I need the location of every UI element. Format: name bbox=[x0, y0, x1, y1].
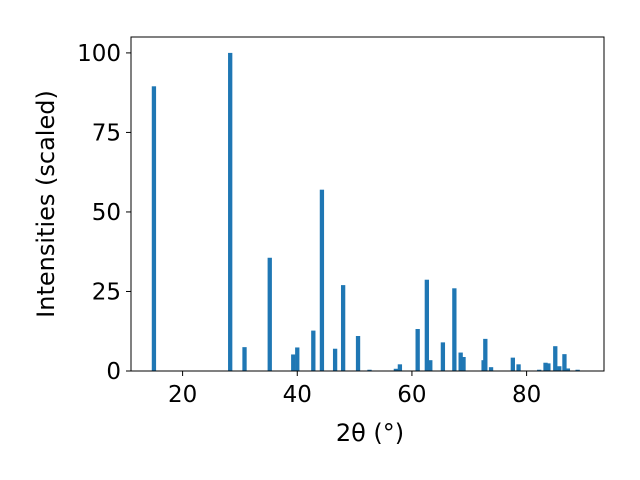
bar bbox=[242, 347, 247, 371]
bar bbox=[483, 338, 488, 371]
bar bbox=[397, 364, 403, 371]
bar bbox=[355, 336, 361, 371]
y-tick-label: 75 bbox=[92, 120, 121, 146]
bar bbox=[516, 364, 521, 371]
axes-group bbox=[130, 36, 605, 372]
bar bbox=[367, 369, 372, 371]
bar bbox=[537, 369, 542, 371]
y-tick-label: 50 bbox=[92, 200, 121, 226]
x-tick-label: 40 bbox=[283, 382, 312, 408]
plot-frame bbox=[130, 36, 605, 372]
bar bbox=[565, 368, 571, 371]
y-axis-label: Intensities (scaled) bbox=[32, 90, 60, 318]
bar bbox=[151, 86, 157, 372]
bar bbox=[311, 330, 316, 371]
bar bbox=[415, 329, 420, 371]
bar bbox=[557, 366, 562, 371]
bar bbox=[543, 362, 548, 371]
bar bbox=[291, 354, 296, 371]
bar bbox=[393, 368, 399, 371]
y-tick-label: 0 bbox=[106, 359, 121, 385]
x-ticks: 20 40 60 80 bbox=[168, 371, 541, 408]
bar bbox=[295, 347, 300, 371]
x-tick-label: 20 bbox=[168, 382, 197, 408]
y-tick-label: 25 bbox=[92, 279, 121, 305]
x-tick-label: 80 bbox=[512, 382, 541, 408]
bar bbox=[546, 363, 551, 371]
bar bbox=[458, 352, 463, 371]
x-axis-label: 2θ (°) bbox=[336, 419, 404, 447]
bar bbox=[553, 346, 558, 371]
y-tick-label: 100 bbox=[77, 41, 121, 67]
y-ticks: 0 25 50 75 100 bbox=[77, 41, 131, 385]
bar bbox=[440, 342, 446, 371]
bar bbox=[510, 357, 515, 371]
bars-group bbox=[151, 52, 580, 372]
x-tick-label: 60 bbox=[397, 382, 426, 408]
bar bbox=[428, 360, 433, 371]
bar bbox=[575, 369, 580, 371]
bar bbox=[332, 348, 338, 371]
bar bbox=[267, 257, 272, 371]
bar bbox=[562, 354, 567, 371]
bar bbox=[461, 357, 466, 371]
bar bbox=[452, 288, 457, 371]
bar bbox=[340, 285, 346, 371]
bar bbox=[319, 189, 325, 371]
bar bbox=[488, 367, 494, 371]
bar bbox=[424, 279, 429, 371]
bar bbox=[228, 52, 233, 372]
